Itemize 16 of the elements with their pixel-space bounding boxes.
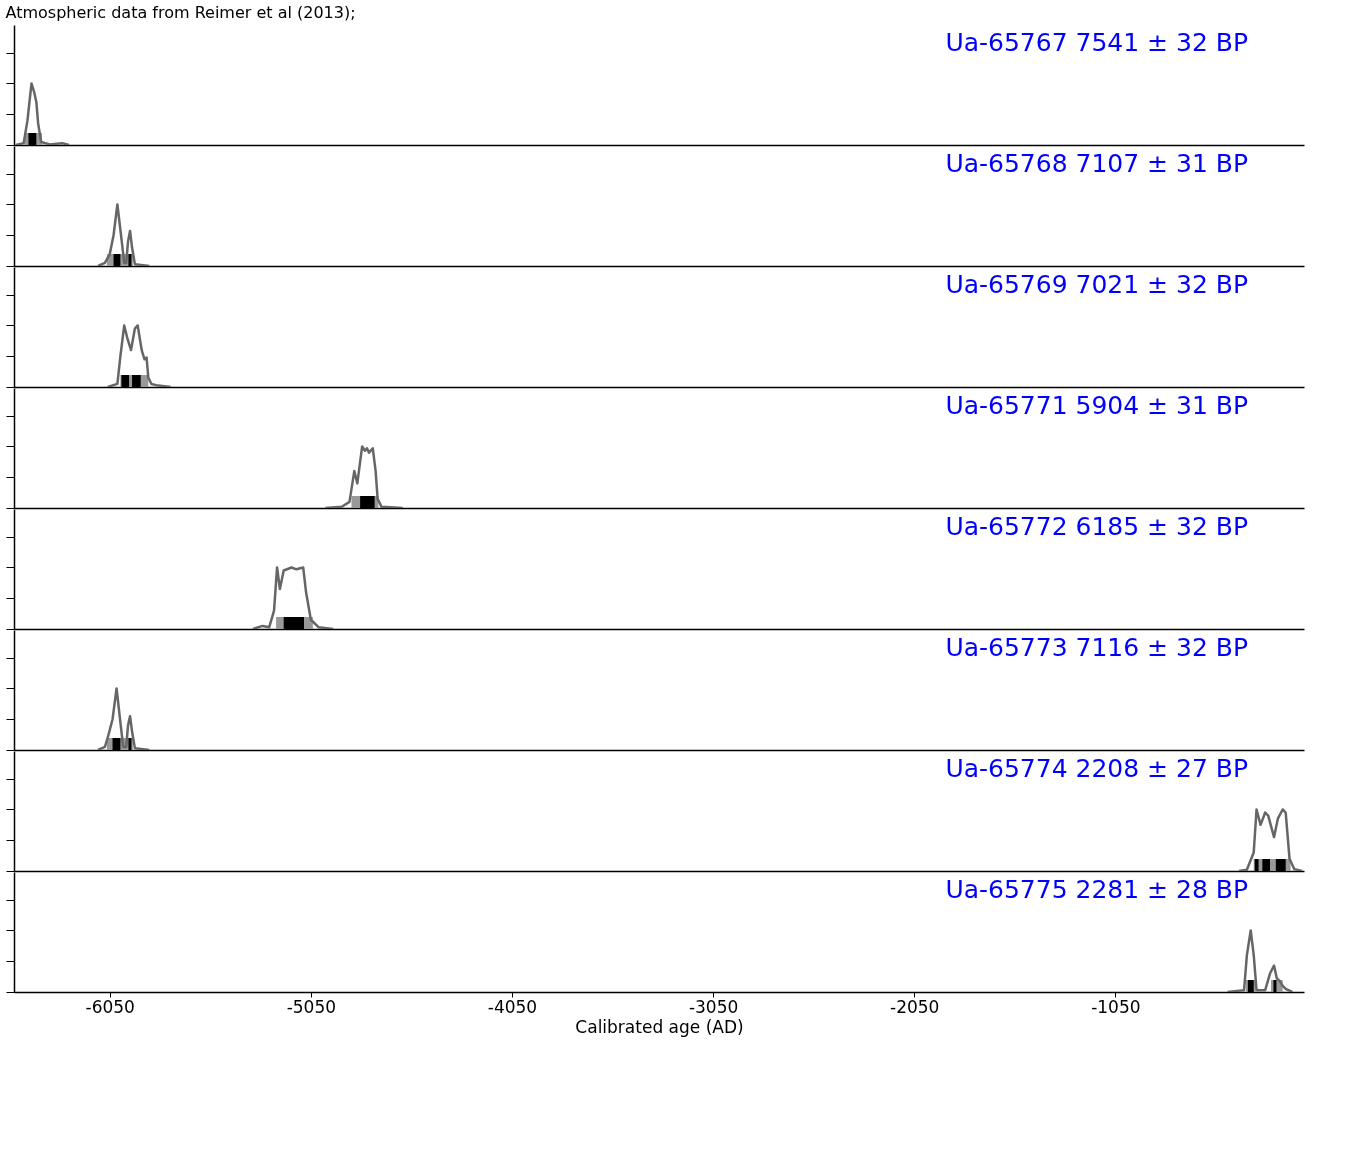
text: Ua-65768 7107 ± 31 BP [945,149,1248,178]
text: Ua-65772 6185 ± 32 BP [945,512,1248,541]
x-axis-title: Calibrated age (AD) [575,1016,744,1037]
text: Ua-65769 7021 ± 32 BP [945,270,1248,299]
x-tick-label: -6050 [85,996,135,1017]
x-tick-label: -4050 [487,996,538,1017]
x-tick-label: -2050 [890,996,940,1017]
text: Ua-65775 2281 ± 28 BP [945,875,1248,904]
text: Ua-65773 7116 ± 32 BP [945,633,1248,662]
chart-title: Atmospheric data from Reimer et al (2013); [5,3,356,22]
text: Ua-65774 2208 ± 27 BP [945,754,1248,783]
x-tick-label: -1050 [1091,996,1141,1017]
x-tick-label: -5050 [286,996,337,1017]
x-tick-label: -3050 [688,996,739,1017]
text: Ua-65771 5904 ± 31 BP [945,391,1248,420]
text: Ua-65767 7541 ± 32 BP [945,28,1248,57]
